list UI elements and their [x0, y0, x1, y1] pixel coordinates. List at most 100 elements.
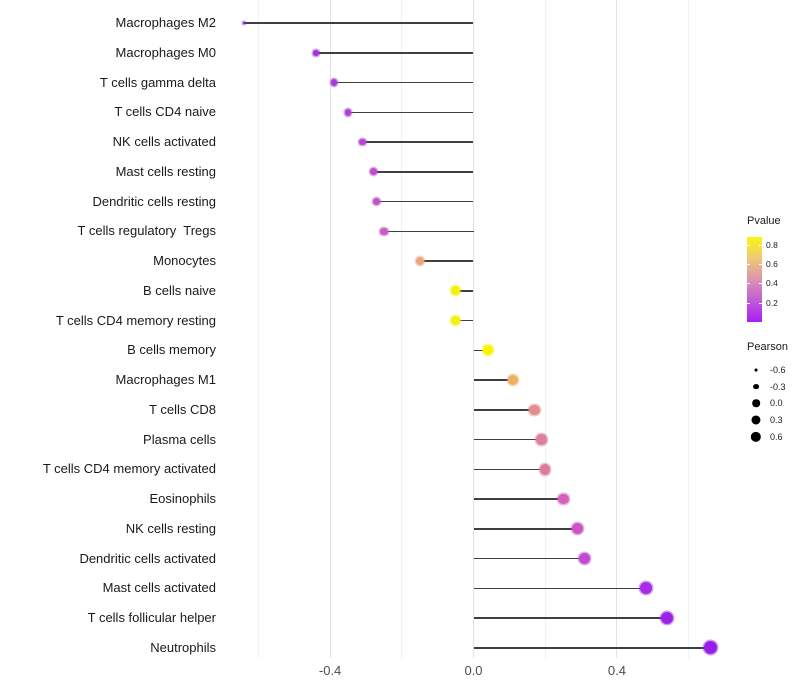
colorbar-tick — [759, 264, 762, 266]
lollipop-stem — [244, 22, 474, 24]
lollipop-stem — [315, 52, 474, 54]
lollipop-stem — [473, 557, 585, 560]
lollipop-dot — [660, 611, 674, 625]
lollipop-stem — [455, 319, 474, 322]
category-label: T cells CD4 memory activated — [42, 461, 216, 477]
plot-panel: Macrophages M2 Macrophages M0 T cells gamm… — [42, 0, 717, 658]
colorbar-tick — [747, 283, 750, 285]
gridline-minor — [688, 0, 690, 658]
category-label: NK cells resting — [125, 520, 216, 536]
pvalue-legend-title: Pvalue — [747, 215, 781, 227]
pearson-size-label: 0.0 — [770, 398, 783, 409]
pearson-size-label: 0.6 — [770, 431, 783, 442]
category-label: Dendritic cells activated — [79, 550, 216, 566]
category-label: Dendritic cells resting — [92, 193, 216, 209]
category-label: Mast cells resting — [115, 163, 216, 179]
colorbar-tick — [759, 302, 762, 304]
gridline-major — [329, 0, 331, 658]
lollipop-dot — [451, 286, 461, 296]
lollipop-dot — [344, 108, 352, 116]
pearson-size-dot — [754, 368, 758, 372]
lollipop-stem — [473, 409, 535, 411]
lollipop-dot — [330, 79, 337, 86]
pearson-size-dot — [750, 431, 762, 442]
category-label: Eosinophils — [149, 491, 217, 506]
lollipop-stem — [419, 260, 474, 262]
lollipop-stem — [473, 349, 488, 351]
pearson-size-label: 0.3 — [770, 415, 783, 426]
x-tick-label: 0.4 — [607, 663, 626, 678]
lollipop-stem — [473, 617, 668, 619]
lollipop-dot — [536, 434, 547, 445]
category-label: T cells CD8 — [149, 401, 216, 417]
category-label: Macrophages M0 — [115, 44, 216, 60]
colorbar-tick-label: 0.2 — [766, 297, 778, 308]
lollipop-dot — [358, 138, 366, 146]
gridline-major — [616, 0, 618, 658]
lollipop-stem — [383, 230, 474, 232]
category-label: T cells CD4 memory resting — [55, 312, 216, 328]
gridline-major — [473, 0, 474, 658]
lollipop-dot — [557, 493, 569, 505]
lollipop-dot — [373, 197, 381, 206]
pearson-size-dot — [753, 383, 759, 390]
lollipop-stem — [473, 587, 646, 589]
lollipop-dot — [483, 345, 493, 356]
lollipop-dot — [380, 227, 388, 235]
lollipop-stem — [473, 438, 542, 441]
lollipop-dot — [579, 552, 591, 565]
lollipop-stem — [473, 528, 578, 530]
category-label: NK cells activated — [112, 134, 216, 149]
pvalue-colorbar — [747, 237, 762, 322]
colorbar-tick — [759, 283, 762, 285]
category-label: T cells gamma delta — [99, 74, 216, 90]
category-label: Macrophages M1 — [115, 372, 216, 387]
lollipop-dot — [571, 523, 583, 535]
category-label: T cells CD4 naive — [114, 104, 216, 120]
colorbar-tick — [759, 244, 762, 246]
lollipop-dot — [451, 316, 461, 325]
lollipop-dot — [703, 641, 717, 655]
lollipop-stem — [455, 290, 474, 292]
colorbar-tick-label: 0.8 — [766, 239, 778, 250]
lollipop-stem — [362, 141, 474, 143]
lollipop-stem — [473, 468, 546, 470]
colorbar-tick — [747, 264, 750, 266]
gridline-minor — [544, 0, 546, 658]
lollipop-dot — [415, 256, 424, 266]
x-tick-label: 0.0 — [464, 663, 483, 678]
lollipop-stem — [373, 171, 474, 173]
colorbar-tick-label: 0.4 — [766, 278, 778, 289]
lollipop-dot — [369, 168, 377, 176]
lollipop-stem — [473, 379, 513, 381]
pearson-size-label: -0.6 — [770, 365, 786, 375]
lollipop-stem — [376, 200, 474, 203]
lollipop-dot — [507, 374, 518, 385]
category-label: Monocytes — [153, 253, 216, 268]
category-label: B cells naive — [143, 282, 216, 298]
lollipop-stem — [473, 647, 711, 649]
colorbar-tick — [747, 244, 750, 246]
category-label: T cells regulatory Tregs — [77, 223, 216, 239]
lollipop-stem — [333, 81, 474, 84]
lollipop-dot — [539, 463, 551, 475]
category-label: Neutrophils — [150, 639, 216, 655]
category-label: Macrophages M2 — [115, 15, 216, 30]
colorbar-tick — [747, 302, 750, 304]
gridline-minor — [257, 0, 259, 658]
colorbar-tick-label: 0.6 — [766, 259, 778, 270]
gridline-minor — [401, 0, 403, 658]
lollipop-dot — [312, 49, 319, 56]
lollipop-dot — [639, 582, 652, 595]
category-label: Mast cells activated — [102, 580, 216, 596]
lollipop-dot — [529, 404, 540, 415]
category-label: T cells follicular helper — [87, 610, 216, 625]
pearson-size-label: -0.3 — [770, 381, 786, 392]
pearson-legend-title: Pearson — [747, 341, 788, 353]
pearson-size-dot — [751, 415, 761, 425]
x-tick-label: -0.4 — [318, 663, 342, 678]
lollipop-stem — [473, 498, 564, 500]
category-label: Plasma cells — [143, 431, 216, 447]
lollipop-stem — [348, 111, 474, 113]
